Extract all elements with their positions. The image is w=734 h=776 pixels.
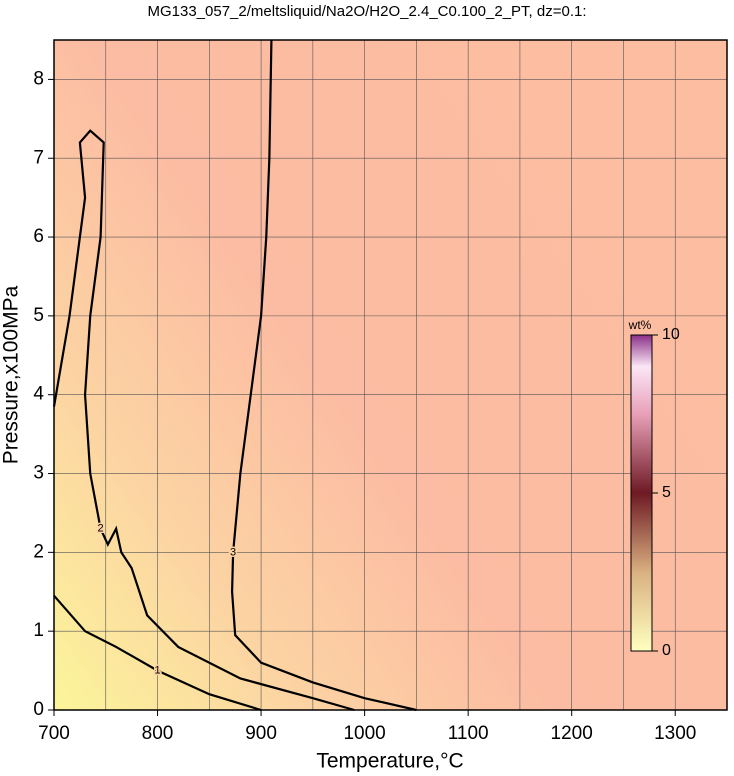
contour-line [53, 594, 262, 712]
y-tick-label: 4 [33, 384, 44, 405]
contour-line [52, 129, 355, 712]
x-tick-label: 1300 [654, 723, 696, 744]
y-tick-label: 8 [33, 68, 44, 89]
colorbar-tick-label: 10 [662, 326, 680, 343]
y-tick-label: 0 [33, 699, 44, 720]
x-tick-label: 900 [245, 723, 277, 744]
x-axis-label: Temperature,°C [316, 750, 463, 773]
chart-title: MG133_057_2/meltsliquid/Na2O/H2O_2.4_C0.… [147, 3, 586, 20]
colorbar [630, 334, 653, 652]
x-tick-label: 800 [142, 723, 174, 744]
contour-label: 2 [98, 523, 104, 535]
x-tick-label: 1200 [551, 723, 593, 744]
contour-line [230, 39, 417, 712]
y-tick-label: 2 [33, 541, 44, 562]
colorbar-tick-label: 5 [662, 484, 671, 501]
x-tick-label: 700 [38, 723, 70, 744]
plot-background [54, 40, 727, 710]
colorbar-label: wt% [628, 318, 652, 332]
y-tick-label: 6 [33, 226, 44, 247]
colorbar-tick-label: 0 [662, 642, 671, 659]
y-tick-label: 1 [33, 620, 44, 641]
contour-label: 1 [154, 664, 160, 676]
y-tick-label: 7 [33, 147, 44, 168]
x-tick-label: 1100 [448, 723, 489, 744]
plot-frame [53, 39, 728, 711]
y-axis-label: Pressure,x100MPa [0, 285, 23, 464]
y-tick-label: 5 [33, 305, 44, 326]
contour-label: 3 [230, 546, 236, 558]
y-tick-label: 3 [33, 463, 44, 484]
x-tick-label: 1000 [343, 723, 385, 744]
